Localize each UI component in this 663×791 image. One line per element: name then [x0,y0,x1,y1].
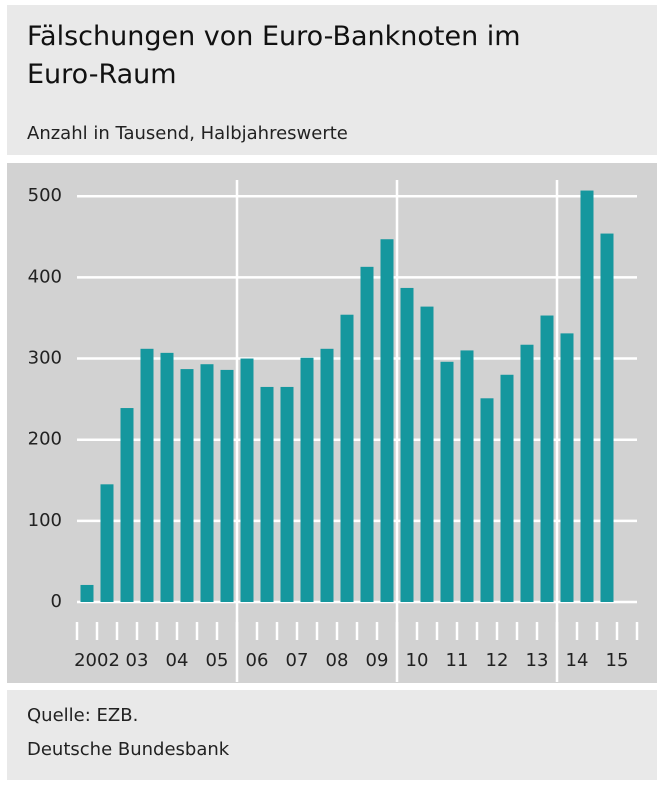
y-tick-label: 0 [51,591,62,612]
x-tick-label: 12 [486,650,509,671]
bar [600,233,614,603]
bar [520,344,534,602]
y-tick-label: 300 [28,348,62,369]
bar [320,348,334,602]
y-tick-label: 400 [28,266,62,287]
bar [140,348,154,602]
chart-subtitle: Anzahl in Tausend, Halbjahreswerte [27,123,348,144]
bar [340,314,354,602]
bar [80,584,94,602]
bar [160,352,174,602]
y-tick-label: 200 [28,429,62,450]
bar [360,266,374,602]
bar [400,287,414,602]
x-tick-label: 11 [446,650,469,671]
bar [280,386,294,602]
y-tick-label: 100 [28,510,62,531]
chart-title: Fälschungen von Euro-Banknoten im Euro-R… [27,21,521,90]
title-box: Fälschungen von Euro-Banknoten im Euro-R… [27,21,521,90]
bar [580,190,594,603]
x-tick-label: 15 [606,650,629,671]
bar [260,386,274,602]
x-tick-label: 03 [126,650,149,671]
source: Quelle: EZB. [27,705,138,726]
x-tick-label: 04 [166,650,189,671]
bar [120,408,134,602]
x-tick-label: 09 [366,650,389,671]
bar [380,239,394,602]
x-tick-label: 08 [326,650,349,671]
bar [200,364,214,602]
bar [300,357,314,602]
x-tick-label: 13 [526,650,549,671]
bar [540,315,554,602]
x-tick-label: 2002 [74,650,120,671]
footer-bg [7,690,657,780]
y-tick-label: 500 [28,185,62,206]
publisher: Deutsche Bundesbank [27,739,230,760]
bar [100,484,114,602]
bar [500,374,514,602]
bar [180,369,194,602]
bar [220,369,234,602]
bar [460,350,474,602]
bar [480,398,494,602]
x-tick-label: 10 [406,650,429,671]
bar [420,306,434,602]
bar [560,333,574,602]
header-bg [7,5,657,155]
x-tick-label: 14 [566,650,589,671]
x-tick-label: 05 [206,650,229,671]
bar [440,361,454,602]
bar [240,358,254,602]
x-tick-label: 06 [246,650,269,671]
x-tick-label: 07 [286,650,309,671]
